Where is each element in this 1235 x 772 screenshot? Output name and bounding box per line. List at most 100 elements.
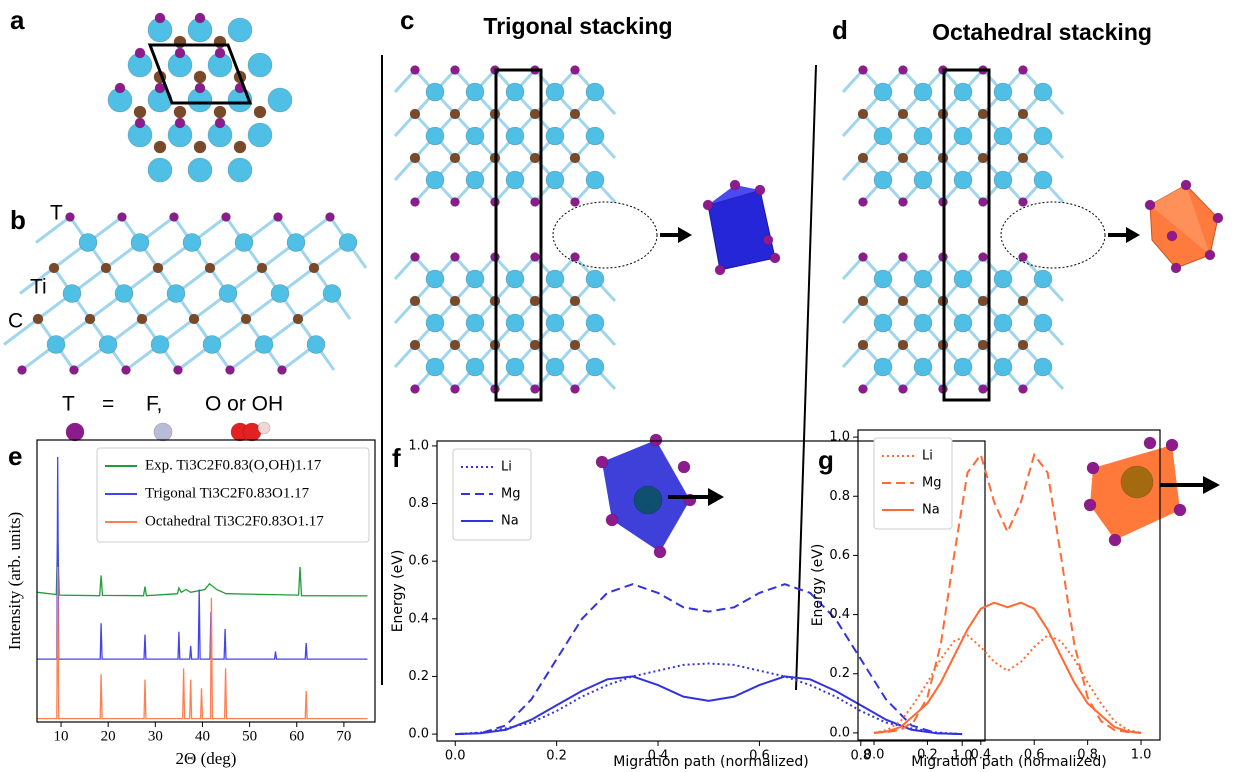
atom [1034,270,1052,288]
atom [33,314,43,324]
atom [101,263,111,273]
atom [994,127,1012,145]
x-tick-label: 60 [289,728,304,744]
atom [154,423,172,441]
atom [257,263,267,273]
atom [586,171,604,189]
atom [770,253,780,263]
panel-label: g [818,445,834,475]
legend-label: Na [922,503,940,518]
atom [195,13,205,23]
atom [466,314,484,332]
atom [466,358,484,376]
arrow-head [708,488,724,506]
atom [678,461,690,473]
atom [586,127,604,145]
atom [586,83,604,101]
atom [451,253,460,262]
figure: a b c d Trigonal stacking Octahedral sta… [0,0,1235,772]
atom [235,234,253,252]
atom [122,366,131,375]
y-tick-label: 0.6 [829,548,850,563]
y-tick-label: 0.0 [408,727,429,742]
atom [450,296,460,306]
atom [411,66,420,75]
atom [85,314,95,324]
atom [426,127,444,145]
atom [531,385,540,394]
atom [978,340,988,350]
atom [586,270,604,288]
atom [228,18,252,42]
atom [1018,153,1028,163]
atom [411,198,420,207]
atom [899,253,908,262]
atom-label: Ti [30,276,47,299]
atom [194,71,206,83]
x-tick-label: 50 [242,728,257,744]
atom [978,109,988,119]
panel-label: f [392,443,401,473]
atom [426,270,444,288]
panel-label: c [400,5,414,35]
atom [898,340,908,350]
atom [530,296,540,306]
atom [506,270,524,288]
atom [954,358,972,376]
atom [274,213,283,222]
atom [410,340,420,350]
atom [506,314,524,332]
atom [506,83,524,101]
atom [451,385,460,394]
atom [426,83,444,101]
x-tick-label: 1.0 [1131,748,1152,763]
atom [214,106,226,118]
atom [763,235,773,245]
atom [170,213,179,222]
atom [410,296,420,306]
atom [596,456,608,468]
atom [309,263,319,273]
atom [255,336,273,354]
atom [859,385,868,394]
y-tick-label: 1.0 [408,438,429,453]
atom [189,314,199,324]
x-tick-label: 40 [195,728,210,744]
atom [466,270,484,288]
atom [326,213,335,222]
atom [1034,314,1052,332]
atom [546,83,564,101]
atom [1019,198,1028,207]
atom [411,385,420,394]
atom [323,285,341,303]
atom [1171,263,1181,273]
atom [858,296,868,306]
atom [450,109,460,119]
atom [546,127,564,145]
y-tick-label: 1.0 [829,430,850,445]
atom [271,285,289,303]
atom [188,158,212,182]
x-tick-label: 70 [336,728,351,744]
atom-label: T [50,202,63,225]
atom [874,358,892,376]
atom [219,285,237,303]
atom [135,118,145,128]
atom [730,180,740,190]
atom [586,358,604,376]
atom [151,336,169,354]
atom [1018,109,1028,119]
atom [715,265,725,275]
atom [258,422,270,434]
atom [1121,466,1153,498]
atom [898,153,908,163]
atom [174,366,183,375]
atom [874,270,892,288]
atom [1205,250,1215,260]
atom [234,141,246,153]
panel-label: e [8,441,22,471]
atom [859,253,868,262]
atom [426,171,444,189]
atom [858,340,868,350]
atom [874,171,892,189]
